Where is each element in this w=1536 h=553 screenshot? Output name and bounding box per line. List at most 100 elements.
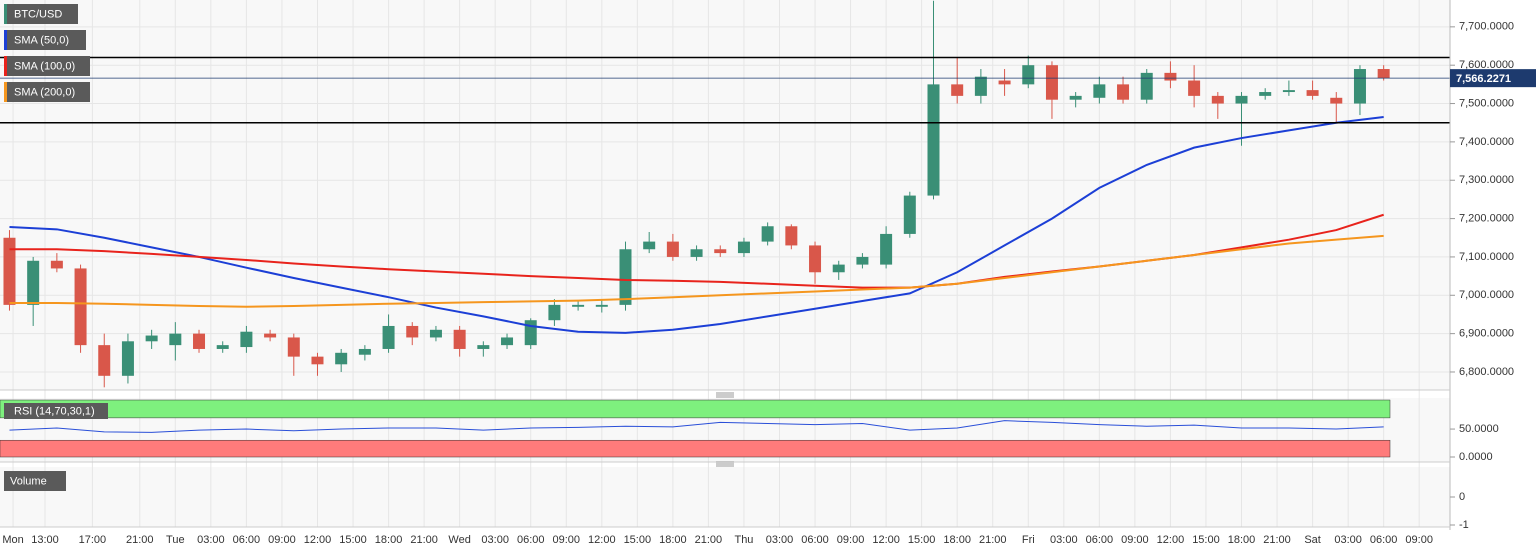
y-tick-label: 6,900.0000 bbox=[1459, 328, 1514, 340]
x-tick-label: 21:00 bbox=[979, 534, 1007, 546]
x-tick-label: 15:00 bbox=[908, 534, 936, 546]
candle-body bbox=[809, 245, 822, 273]
candle-body bbox=[998, 80, 1011, 85]
candle-body bbox=[1330, 97, 1343, 104]
candle-body bbox=[643, 241, 656, 250]
candle-body bbox=[1117, 84, 1130, 100]
candle-body bbox=[477, 345, 490, 349]
candle-body bbox=[1022, 65, 1035, 85]
y-tick-label: 0.0000 bbox=[1459, 451, 1493, 463]
overbought-band bbox=[0, 399, 1391, 419]
candle-body bbox=[358, 348, 371, 355]
x-tick-label: 06:00 bbox=[801, 534, 829, 546]
legend-box bbox=[4, 403, 108, 419]
x-tick-label: 06:00 bbox=[1370, 534, 1398, 546]
candle-body bbox=[1353, 69, 1366, 104]
legend-text: BTC/USD bbox=[14, 8, 62, 20]
x-tick-label: Sat bbox=[1304, 534, 1321, 546]
x-tick-label: 09:00 bbox=[552, 534, 580, 546]
x-tick-label: 09:00 bbox=[268, 534, 296, 546]
legend-item[interactable]: SMA (100,0) bbox=[4, 56, 90, 76]
x-tick-label: 12:00 bbox=[588, 534, 616, 546]
candle-body bbox=[974, 76, 987, 96]
oversold-band bbox=[0, 439, 1391, 458]
candle-body bbox=[1377, 69, 1390, 79]
legend-item[interactable]: BTC/USD bbox=[4, 4, 78, 24]
candle-body bbox=[216, 345, 229, 349]
x-tick-label: 12:00 bbox=[1157, 534, 1185, 546]
candle-body bbox=[1093, 84, 1106, 98]
candle-body bbox=[1235, 95, 1248, 104]
candle-body bbox=[856, 256, 869, 265]
x-tick-label: 12:00 bbox=[304, 534, 332, 546]
legend-item[interactable]: SMA (50,0) bbox=[4, 30, 86, 50]
candle-body bbox=[761, 226, 774, 242]
legend-text: SMA (100,0) bbox=[14, 60, 75, 72]
volume-panel bbox=[0, 467, 1450, 527]
x-tick-label: Wed bbox=[448, 534, 470, 546]
x-tick-label: 03:00 bbox=[197, 534, 225, 546]
x-tick-label: Mon bbox=[2, 534, 23, 546]
y-tick-label: 7,600.0000 bbox=[1459, 59, 1514, 71]
candle-body bbox=[927, 84, 940, 196]
legend-item[interactable]: Volume bbox=[4, 471, 66, 491]
x-tick-label: 21:00 bbox=[126, 534, 154, 546]
candle-body bbox=[832, 264, 845, 273]
candle-body bbox=[737, 241, 750, 254]
last-price-label: 7,566.2271 bbox=[1456, 73, 1511, 85]
y-tick-label: 0 bbox=[1459, 491, 1465, 503]
candle-body bbox=[264, 333, 277, 338]
candle-body bbox=[429, 329, 442, 338]
candle-body bbox=[121, 341, 134, 376]
rsi-line bbox=[9, 420, 1384, 433]
candle-body bbox=[690, 249, 703, 257]
x-tick-label: 18:00 bbox=[943, 534, 971, 546]
candle-body bbox=[1140, 72, 1153, 100]
legend-text: Volume bbox=[10, 475, 47, 487]
x-tick-label: Tue bbox=[166, 534, 185, 546]
candle-body bbox=[74, 268, 87, 346]
candle-body bbox=[1069, 95, 1082, 100]
candle-body bbox=[335, 352, 348, 365]
x-tick-label: 15:00 bbox=[624, 534, 652, 546]
candle-body bbox=[27, 260, 40, 305]
x-tick-label: 03:00 bbox=[1050, 534, 1078, 546]
x-tick-label: 21:00 bbox=[1263, 534, 1291, 546]
x-tick-label: 21:00 bbox=[410, 534, 438, 546]
candle-body bbox=[785, 226, 798, 246]
plot: RSI (14,70,30,1) bbox=[0, 0, 1450, 458]
candle-body bbox=[714, 249, 727, 254]
last-price-box bbox=[1450, 69, 1536, 88]
y-tick-label: 7,200.0000 bbox=[1459, 212, 1514, 224]
x-tick-label: 09:00 bbox=[837, 534, 865, 546]
sma-line bbox=[9, 234, 1384, 308]
legend-item[interactable]: SMA (200,0) bbox=[4, 82, 90, 102]
candle-body bbox=[311, 356, 324, 365]
y-tick-label: 7,100.0000 bbox=[1459, 251, 1514, 263]
candle-body bbox=[382, 325, 395, 349]
x-tick-label: 03:00 bbox=[481, 534, 509, 546]
x-tick-label: 18:00 bbox=[1228, 534, 1256, 546]
candle-body bbox=[98, 345, 111, 376]
y-tick-label: 6,800.0000 bbox=[1459, 366, 1514, 378]
candle-body bbox=[1259, 92, 1272, 96]
x-tick-label: 09:00 bbox=[1121, 534, 1149, 546]
x-tick-label: 15:00 bbox=[1192, 534, 1220, 546]
candle-body bbox=[1211, 95, 1224, 104]
resize-handle[interactable] bbox=[716, 461, 734, 467]
x-tick-label: Thu bbox=[734, 534, 753, 546]
axes: Mon 13:00 17:00 21:00 Tue 03:00 06:00 09:00 12:0… bbox=[2, 21, 1536, 546]
candle-body bbox=[1306, 90, 1319, 96]
legend: BTC/USD SMA (50,0) SMA (100,0) SMA (200,… bbox=[4, 4, 90, 491]
candle-body bbox=[3, 237, 16, 305]
candle-body bbox=[240, 331, 253, 348]
x-tick-label: 06:00 bbox=[233, 534, 261, 546]
sma-line bbox=[9, 115, 1384, 334]
candle-body bbox=[50, 260, 63, 269]
candle-body bbox=[1282, 90, 1295, 93]
resize-handle[interactable] bbox=[716, 392, 734, 398]
y-tick-label: 7,700.0000 bbox=[1459, 21, 1514, 33]
y-tick-label: 7,300.0000 bbox=[1459, 174, 1514, 186]
x-tick-label: 13:00 bbox=[31, 534, 59, 546]
